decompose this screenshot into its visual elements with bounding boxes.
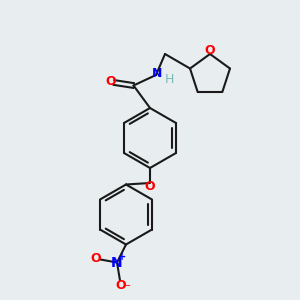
Text: +: + [118, 252, 127, 262]
Text: O: O [145, 180, 155, 194]
Text: O: O [115, 279, 126, 292]
Text: O: O [205, 44, 215, 57]
Text: H: H [165, 73, 174, 86]
Text: O: O [91, 252, 101, 266]
Text: N: N [111, 256, 123, 270]
Text: −: − [122, 281, 131, 291]
Text: N: N [152, 67, 162, 80]
Text: O: O [105, 75, 116, 88]
